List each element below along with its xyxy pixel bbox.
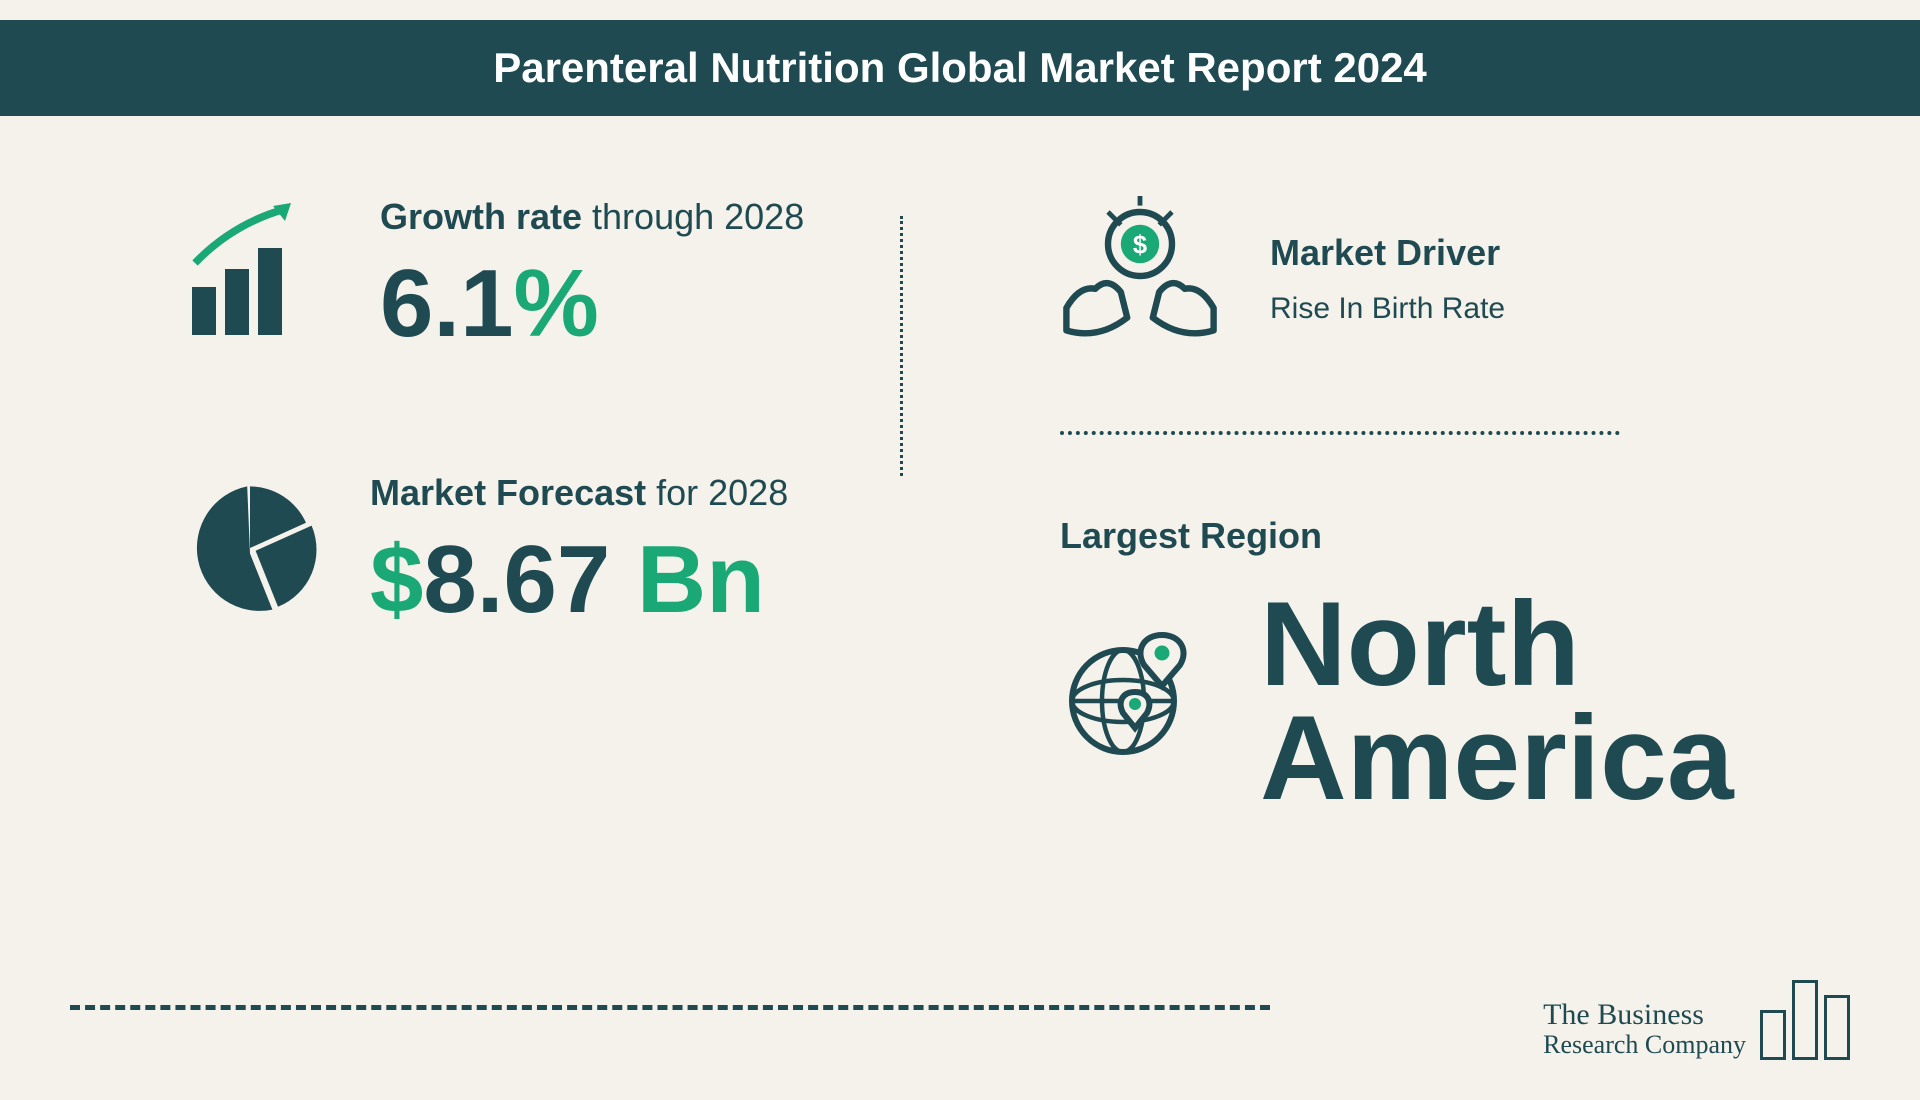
market-driver-text: Market Driver Rise In Birth Rate	[1270, 232, 1505, 326]
largest-region-title: Largest Region	[1060, 515, 1800, 557]
market-driver-block: $ Market Driver Rise In Birth Rate	[1060, 196, 1800, 361]
svg-text:$: $	[1133, 232, 1147, 260]
market-driver-title: Market Driver	[1270, 232, 1505, 274]
company-logo: The Business Research Company	[1543, 980, 1850, 1060]
right-column: $ Market Driver Rise In Birth Rate Large…	[940, 196, 1800, 815]
header-title: Parenteral Nutrition Global Market Repor…	[493, 44, 1427, 91]
market-forecast-label: Market Forecast for 2028	[370, 472, 788, 514]
growth-chart-icon	[180, 197, 330, 352]
logo-text: The Business Research Company	[1543, 998, 1746, 1060]
largest-region-block: Largest Region North	[1060, 515, 1800, 815]
hands-dollar-icon: $	[1060, 196, 1220, 361]
left-column: Growth rate through 2028 6.1% Market For…	[180, 196, 940, 815]
market-forecast-text: Market Forecast for 2028 $8.67 Bn	[370, 472, 788, 628]
header-bar: Parenteral Nutrition Global Market Repor…	[0, 20, 1920, 116]
largest-region-value: North America	[1260, 587, 1734, 815]
growth-rate-metric: Growth rate through 2028 6.1%	[180, 196, 940, 352]
growth-rate-text: Growth rate through 2028 6.1%	[380, 196, 804, 352]
vertical-divider	[900, 216, 903, 476]
growth-rate-label: Growth rate through 2028	[380, 196, 804, 238]
market-driver-desc: Rise In Birth Rate	[1270, 292, 1505, 326]
footer-dashed-divider	[70, 1005, 1270, 1010]
globe-pins-icon	[1060, 617, 1210, 772]
growth-rate-value: 6.1%	[380, 256, 804, 352]
content-area: Growth rate through 2028 6.1% Market For…	[0, 116, 1920, 815]
horizontal-dotted-divider	[1060, 431, 1620, 435]
market-forecast-value: $8.67 Bn	[370, 532, 788, 628]
logo-bars-icon	[1760, 980, 1850, 1060]
market-forecast-metric: Market Forecast for 2028 $8.67 Bn	[180, 472, 940, 628]
pie-chart-icon	[180, 478, 320, 623]
